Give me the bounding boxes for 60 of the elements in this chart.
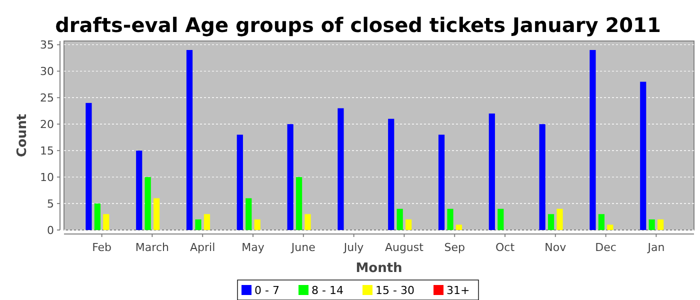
y-tick-label: 25 [40,91,54,104]
bar [607,224,614,230]
bar [304,214,311,230]
y-tick-label: 35 [40,38,54,52]
bar [94,204,100,230]
bar [254,219,260,230]
y-tick-label: 10 [40,170,54,184]
x-tick-label: Nov [544,241,567,254]
bar [338,108,344,230]
bar [438,134,445,230]
bar [195,219,202,230]
bar [296,177,302,230]
bar [388,118,394,230]
x-tick-label: June [290,241,316,254]
bar [590,50,596,230]
bar [204,214,210,230]
x-tick-label: July [342,241,364,254]
bar [103,214,110,230]
bar [539,124,546,230]
x-tick-label: Jan [646,241,665,254]
bar [640,82,646,230]
x-tick-label: August [384,241,424,254]
bar [86,102,92,230]
bar [548,214,554,230]
x-axis-title: Month [356,261,402,276]
bar [648,219,655,230]
y-tick-label: 30 [40,65,54,78]
bar [136,150,142,230]
legend-label: 8 - 14 [312,284,344,297]
x-tick-label: Sep [444,241,465,254]
x-tick-label: Feb [92,241,112,254]
y-tick-label: 20 [40,118,54,131]
y-tick-label: 15 [40,144,54,158]
y-tick-label: 0 [47,224,54,237]
bar [186,50,193,230]
legend-label: 15 - 30 [376,284,414,297]
bar [498,208,504,230]
bar [456,224,462,230]
x-tick-label: Oct [495,241,516,254]
bar [287,124,294,230]
bar [246,198,252,230]
bar [406,219,412,230]
bar [144,177,151,230]
bar [598,214,604,230]
x-tick-label: May [242,241,265,254]
x-tick-label: Dec [595,241,616,254]
bar [556,208,563,230]
y-tick-label: 5 [47,197,54,210]
bar [488,114,495,230]
bar [447,208,454,230]
bar [658,219,664,230]
x-tick-label: March [135,241,169,254]
bar [236,134,243,230]
bar [396,208,403,230]
y-axis-title: Count [15,114,30,158]
legend-label: 31+ [446,284,470,297]
bar [154,198,160,230]
x-tick-label: April [190,241,216,254]
legend-label: 0 - 7 [254,284,280,297]
chart-title: drafts-eval Age groups of closed tickets January 2011 [55,13,661,37]
